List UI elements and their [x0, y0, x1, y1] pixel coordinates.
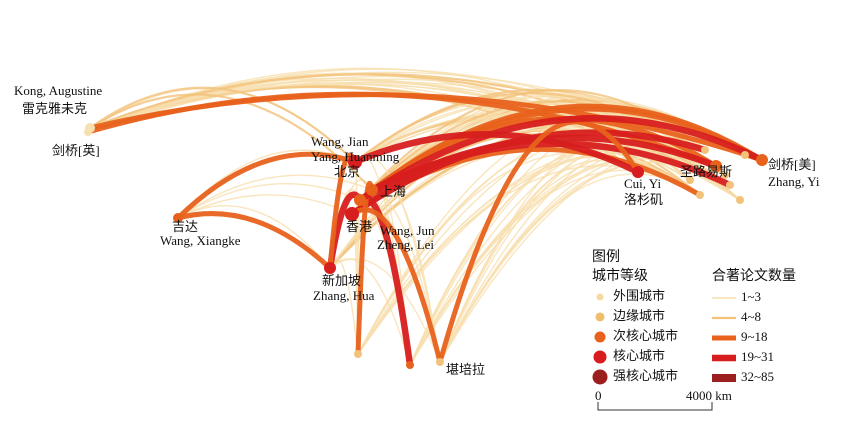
- city-node: [324, 262, 336, 274]
- legend-label: 9~18: [741, 329, 768, 344]
- flow-line: [177, 205, 331, 269]
- flow-line: [177, 174, 373, 219]
- city-node: [632, 166, 644, 178]
- city-node: [736, 196, 744, 204]
- author-label: Zhang, Yi: [768, 174, 820, 189]
- flow-line: [329, 258, 411, 366]
- flow-line: [437, 119, 641, 365]
- author-label: Yang, Huanming: [311, 149, 400, 164]
- legend-label: 4~8: [741, 309, 761, 324]
- legend-title: 图例: [592, 249, 620, 265]
- flow-line: [175, 151, 358, 221]
- city-node: [701, 146, 709, 154]
- flow-line: [368, 140, 734, 194]
- cities: [84, 123, 768, 369]
- legend-label: 外围城市: [613, 288, 665, 303]
- flow-line: [409, 157, 731, 366]
- city-node: [696, 191, 704, 199]
- flow-line: [355, 181, 375, 357]
- city-node: [366, 184, 378, 196]
- flow-line: [348, 129, 709, 218]
- flow-line: [87, 92, 765, 163]
- legend-label: 32~85: [741, 369, 774, 384]
- flow-line: [358, 100, 727, 202]
- city-label: 新加坡: [322, 273, 361, 288]
- city-node: [710, 160, 722, 172]
- city-label: 香港: [346, 219, 372, 234]
- city-node: [721, 171, 729, 179]
- city-label: 圣路易斯: [680, 164, 732, 179]
- legend-subtitle: 合著论文数量: [712, 268, 796, 284]
- city-node: [348, 155, 362, 169]
- city-node: [406, 361, 414, 369]
- city-node: [726, 181, 734, 189]
- legend-dot: [595, 312, 605, 322]
- legend-label: 1~3: [741, 289, 761, 304]
- city-label: 堪培拉: [446, 362, 485, 377]
- scale-line: [597, 402, 713, 411]
- flow-line: [329, 258, 441, 363]
- city-label: 洛杉矶: [624, 192, 663, 207]
- legend-dot: [594, 331, 606, 343]
- author-label: Zhang, Hua: [313, 288, 375, 303]
- flow-line: [175, 211, 333, 271]
- author-label: Wang, Xiangke: [160, 233, 241, 248]
- city-node: [85, 123, 95, 133]
- author-label: Wang, Jian: [311, 134, 369, 149]
- flow-line: [356, 115, 766, 204]
- city-label: 剑桥[英]: [52, 143, 100, 158]
- flow-line: [88, 86, 357, 164]
- author-label: Zheng, Lei: [377, 237, 434, 252]
- city-node: [756, 154, 768, 166]
- legend-dot: [592, 369, 608, 385]
- author-label: Wang, Jun: [380, 223, 435, 238]
- city-node: [686, 176, 694, 184]
- city-node: [741, 151, 749, 159]
- city-node: [345, 207, 359, 221]
- city-node: [173, 213, 183, 223]
- city-label: 北京: [334, 164, 360, 179]
- legend-dot: [593, 350, 607, 364]
- author-label: Cui, Yi: [624, 176, 661, 191]
- scale-start: 0: [595, 388, 602, 403]
- legend-label: 19~31: [741, 349, 774, 364]
- author-label: Kong, Augustine: [14, 83, 102, 98]
- city-node: [354, 194, 366, 206]
- legend-label: 边缘城市: [613, 308, 665, 323]
- legend-dot: [596, 293, 604, 301]
- legend-subtitle: 城市等级: [592, 267, 648, 284]
- flow-line: [369, 106, 765, 193]
- city-label: 吉达: [172, 219, 198, 234]
- city-node: [354, 350, 362, 358]
- legend-label: 强核心城市: [613, 368, 678, 383]
- scale-end: 4000 km: [686, 388, 732, 403]
- flow-line: [439, 160, 731, 363]
- city-label: 雷克雅未克: [22, 101, 87, 116]
- place-labels: Kong, Augustine 雷克雅未克 剑桥[英] Wang, Jian Y…: [14, 83, 820, 377]
- city-node: [436, 358, 444, 366]
- flows: [85, 67, 766, 369]
- scale-bar: 0 4000 km: [595, 388, 732, 411]
- legend-label: 核心城市: [613, 348, 665, 363]
- city-label: 剑桥[美]: [768, 157, 816, 172]
- legend-label: 次核心城市: [613, 328, 678, 343]
- city-label: 上海: [380, 184, 406, 199]
